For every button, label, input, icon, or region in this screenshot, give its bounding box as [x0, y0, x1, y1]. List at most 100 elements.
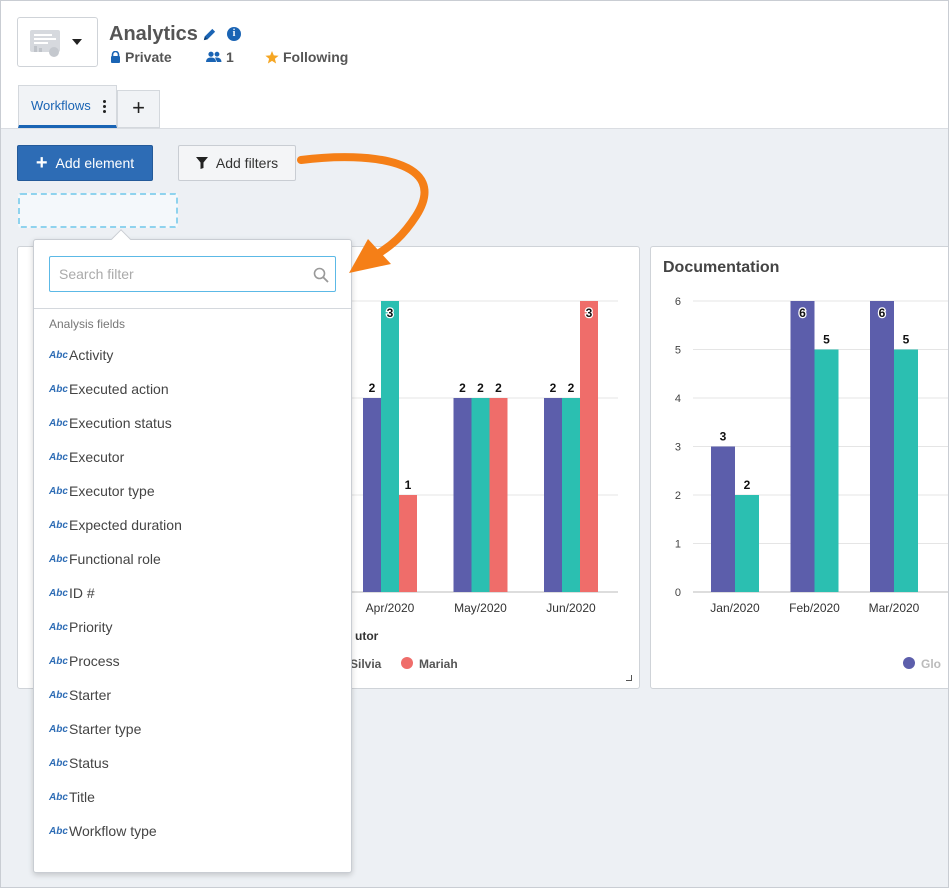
data-label: 2 [495, 381, 502, 395]
add-tab-button[interactable]: + [117, 90, 160, 128]
bar [735, 495, 759, 592]
x-tick-label: Jun/2020 [546, 601, 596, 615]
text-type-icon: Abc [49, 689, 68, 701]
add-element-label: Add element [55, 155, 135, 171]
data-label: 5 [823, 333, 830, 347]
add-filters-button[interactable]: Add filters [178, 145, 296, 181]
privacy-status: Private [110, 49, 172, 65]
data-label: 3 [720, 430, 727, 444]
y-tick-label: 1 [675, 539, 681, 551]
field-item[interactable]: Abc Status [34, 746, 351, 780]
text-type-icon: Abc [49, 655, 68, 667]
more-vertical-icon[interactable] [103, 100, 107, 114]
field-item[interactable]: Abc Executor type [34, 474, 351, 508]
field-item[interactable]: Abc Starter type [34, 712, 351, 746]
field-item[interactable]: Abc ID # [34, 576, 351, 610]
bar [711, 446, 735, 592]
bar [544, 398, 562, 592]
plus-icon: + [132, 95, 145, 120]
field-item[interactable]: Abc Starter [34, 678, 351, 712]
field-item[interactable]: Abc Priority [34, 610, 351, 644]
text-type-icon: Abc [49, 417, 68, 429]
y-tick-label: 5 [675, 345, 681, 357]
field-item[interactable]: Abc Functional role [34, 542, 351, 576]
following-toggle[interactable]: Following [265, 49, 348, 65]
field-label: Activity [69, 347, 114, 363]
bar [381, 301, 399, 592]
plus-icon: + [35, 152, 48, 174]
text-type-icon: Abc [49, 587, 68, 599]
text-type-icon: Abc [49, 485, 68, 497]
text-type-icon: Abc [49, 723, 68, 735]
field-label: Priority [69, 619, 113, 635]
field-label: Execution status [69, 415, 172, 431]
legend-marker [401, 657, 413, 669]
privacy-label: Private [125, 49, 172, 65]
divider [34, 308, 351, 309]
pencil-icon[interactable] [202, 27, 217, 42]
field-label: Expected duration [69, 517, 182, 533]
view-selector-button[interactable] [17, 17, 98, 67]
y-tick-label: 0 [675, 587, 681, 599]
text-type-icon: Abc [49, 757, 68, 769]
x-tick-label: Apr/2020 [366, 601, 415, 615]
bar [580, 301, 598, 592]
field-item[interactable]: Abc Workflow type [34, 814, 351, 848]
text-type-icon: Abc [49, 791, 68, 803]
text-type-icon: Abc [49, 621, 68, 633]
section-label: Analysis fields [49, 317, 126, 331]
field-label: Title [69, 789, 95, 805]
filter-drop-zone[interactable] [18, 193, 178, 228]
text-type-icon: Abc [49, 451, 68, 463]
bar [399, 495, 417, 592]
legend-item-label: Silvia [350, 657, 382, 671]
field-item[interactable]: Abc Title [34, 780, 351, 814]
data-label: 5 [903, 333, 910, 347]
members-count-label: 1 [226, 49, 234, 65]
field-label: Executor [69, 449, 125, 465]
search-icon [313, 267, 329, 283]
field-label: Starter type [69, 721, 142, 737]
field-label: Status [69, 755, 109, 771]
dashboard-thumbnail-icon [30, 30, 60, 57]
x-tick-label: May/2020 [454, 601, 507, 615]
text-type-icon: Abc [49, 383, 68, 395]
field-label: ID # [69, 585, 95, 601]
text-type-icon: Abc [49, 349, 68, 361]
data-label: 2 [568, 381, 575, 395]
bar [790, 301, 815, 592]
text-type-icon: Abc [49, 553, 68, 565]
info-icon[interactable]: i [227, 27, 241, 41]
bar-chart: 0 1 2 3 4 5 6 3 2 Jan/2020 6 5 Feb/2020 6 5 Mar/2020 Glo [675, 296, 948, 671]
field-label: Executor type [69, 483, 155, 499]
field-label: Executed action [69, 381, 169, 397]
data-label: 6 [879, 306, 886, 320]
resize-handle[interactable] [626, 675, 632, 681]
tab-workflows[interactable]: Workflows [18, 85, 117, 128]
add-filters-label: Add filters [215, 155, 279, 171]
chart-title: Documentation [663, 259, 780, 276]
data-label: 3 [387, 306, 394, 320]
field-label: Starter [69, 687, 112, 703]
annotation-arrow [297, 153, 429, 273]
legend-item-label: Mariah [419, 657, 458, 671]
legend-item-label: Glo [921, 657, 941, 671]
field-item[interactable]: Abc Executor [34, 440, 351, 474]
y-tick-label: 6 [675, 296, 681, 308]
field-item[interactable]: Abc Execution status [34, 406, 351, 440]
y-tick-label: 2 [675, 490, 681, 502]
bar [562, 398, 580, 592]
members-count[interactable]: 1 [206, 49, 234, 65]
add-element-button[interactable]: + Add element [17, 145, 153, 181]
field-item[interactable]: Abc Activity [34, 338, 351, 372]
field-item[interactable]: Abc Process [34, 644, 351, 678]
legend-marker [903, 657, 915, 669]
search-filter-input[interactable] [49, 256, 336, 292]
lock-icon [111, 51, 120, 63]
field-item[interactable]: Abc Expected duration [34, 508, 351, 542]
data-label: 6 [799, 306, 806, 320]
field-item[interactable]: Abc Executed action [34, 372, 351, 406]
